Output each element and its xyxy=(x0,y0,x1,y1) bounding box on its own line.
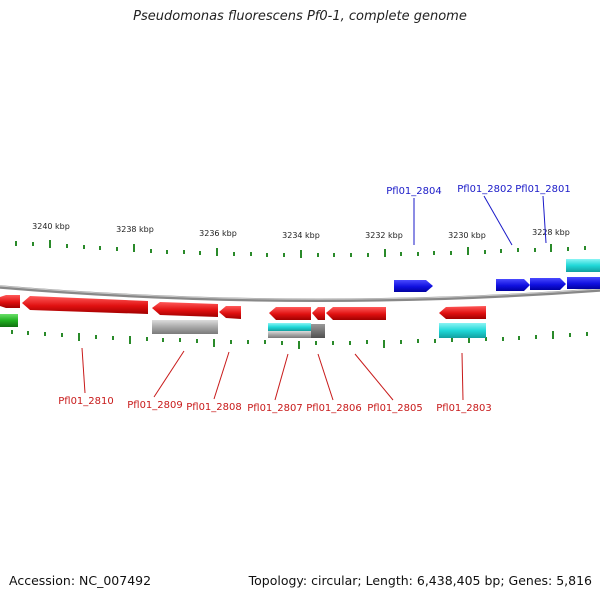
cyan-feature xyxy=(268,323,311,331)
ruler-label: 3232 kbp xyxy=(365,231,403,240)
ruler-label: 3240 kbp xyxy=(32,222,70,231)
map-title: Pseudomonas fluorescens Pf0-1, complete … xyxy=(133,9,467,24)
ruler-label: 3236 kbp xyxy=(199,229,237,238)
genome-summary-text: Topology: circular; Length: 6,438,405 bp… xyxy=(248,573,592,588)
gene-arrow-pfl01-2808[interactable] xyxy=(219,306,241,319)
genome-backbone xyxy=(0,285,600,303)
gene-arrow-pfl01-2810[interactable] xyxy=(22,296,148,314)
gene-label-forward[interactable]: Pfl01_2801 xyxy=(515,184,571,195)
gene-label-reverse[interactable]: Pfl01_2810 xyxy=(58,396,114,407)
gene-label-reverse[interactable]: Pfl01_2807 xyxy=(247,403,303,414)
accession-text: Accession: NC_007492 xyxy=(9,573,152,588)
gene-label-reverse[interactable]: Pfl01_2809 xyxy=(127,400,183,411)
reverse-leader-lines xyxy=(81,347,464,401)
gene-label-reverse[interactable]: Pfl01_2805 xyxy=(367,403,423,414)
forward-leader-lines xyxy=(413,195,547,246)
green-feature xyxy=(0,314,18,327)
gene-label-reverse[interactable]: Pfl01_2806 xyxy=(306,403,362,414)
gene-arrow-pfl01-2803[interactable] xyxy=(439,306,486,319)
gene-label-reverse[interactable]: Pfl01_2808 xyxy=(186,402,242,413)
gene-arrow-pfl01-2804[interactable] xyxy=(394,280,433,292)
gene-arrow-pfl01-2801[interactable] xyxy=(530,278,566,290)
gray-feature xyxy=(152,320,218,334)
gene-label-reverse[interactable]: Pfl01_2803 xyxy=(436,403,492,414)
forward-strand-features xyxy=(394,259,600,292)
gene-label-forward[interactable]: Pfl01_2802 xyxy=(457,184,513,195)
cyan-feature-edge xyxy=(566,259,600,272)
gene-arrow-pfl01-2809[interactable] xyxy=(152,302,218,317)
gene-arrow-left-edge[interactable] xyxy=(0,295,20,308)
gene-label-forward[interactable]: Pfl01_2804 xyxy=(386,186,442,197)
gray-feature xyxy=(268,331,311,338)
gene-arrow-pfl01-2806[interactable] xyxy=(312,307,325,320)
outer-ruler-ticks xyxy=(15,240,586,258)
ruler-label: 3234 kbp xyxy=(282,231,320,240)
ruler-label: 3228 kbp xyxy=(532,228,570,237)
dark-gray-feature xyxy=(311,324,325,338)
gene-arrow-pfl01-2805[interactable] xyxy=(326,307,386,320)
ruler-label: 3238 kbp xyxy=(116,225,154,234)
gene-block-edge[interactable] xyxy=(567,277,600,289)
gene-arrow-pfl01-2807[interactable] xyxy=(269,307,311,320)
gene-arrow-pfl01-2802[interactable] xyxy=(496,279,530,291)
cyan-feature xyxy=(439,323,486,338)
ruler-label: 3230 kbp xyxy=(448,231,486,240)
inner-ruler-ticks xyxy=(11,330,588,349)
reverse-strand-features xyxy=(0,295,486,320)
secondary-features xyxy=(0,314,486,338)
